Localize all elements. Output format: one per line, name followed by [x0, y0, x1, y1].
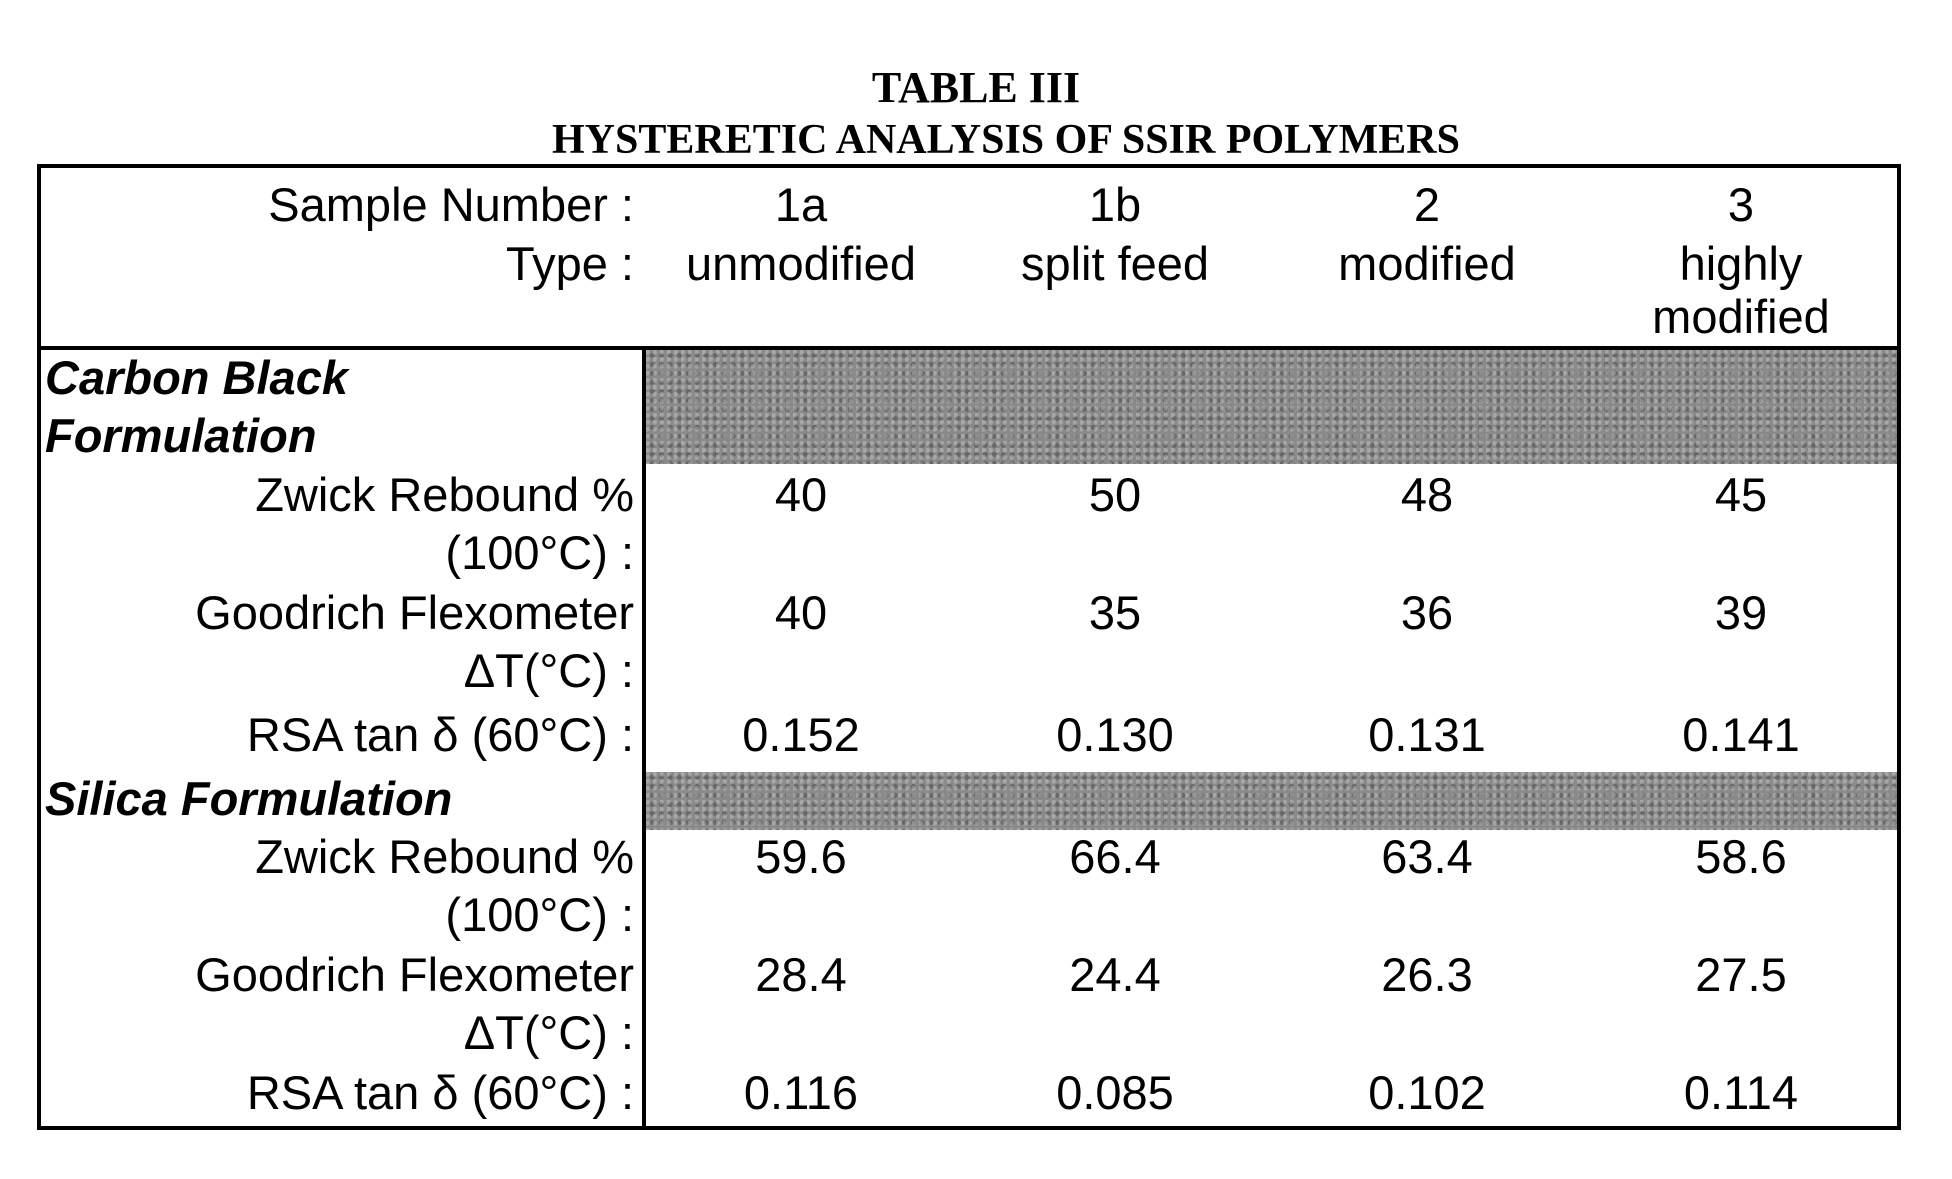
table-cell: 0.141 — [1586, 706, 1896, 764]
sample-number-2: 2 — [1272, 176, 1582, 234]
table-cell: 48 — [1272, 466, 1582, 524]
table-cell: 40 — [646, 466, 956, 524]
table-cell: 63.4 — [1272, 828, 1582, 886]
row-label: Goodrich Flexometer — [41, 584, 634, 642]
row-label: RSA tan δ (60°C) : — [41, 706, 634, 764]
table-cell: 26.3 — [1272, 946, 1582, 1004]
sample-type-1b: split feed — [960, 235, 1270, 293]
sample-number-1b: 1b — [960, 176, 1270, 234]
table-cell: 58.6 — [1586, 828, 1896, 886]
sample-type-3: highly — [1586, 235, 1896, 293]
silica-shaded-band — [646, 772, 1897, 830]
table-cell: 0.114 — [1586, 1064, 1896, 1122]
table-cell: 0.131 — [1272, 706, 1582, 764]
table-title-block: TABLE III HYSTERETIC ANALYSIS OF SSIR PO… — [0, 62, 1952, 166]
row-label: Zwick Rebound % — [41, 828, 634, 886]
row-label: Goodrich Flexometer — [41, 946, 634, 1004]
table-cell: 59.6 — [646, 828, 956, 886]
row-label-cont: ΔT(°C) : — [41, 642, 634, 700]
row-label-cont: (100°C) : — [41, 886, 634, 944]
silica-heading: Silica Formulation — [45, 770, 452, 828]
hysteretic-analysis-table: Sample Number : Type : 1a unmodified 1b … — [37, 164, 1901, 1130]
table-cell: 39 — [1586, 584, 1896, 642]
sample-number-1a: 1a — [646, 176, 956, 234]
carbon-black-heading-line2: Formulation — [45, 407, 317, 465]
table-cell: 0.130 — [960, 706, 1270, 764]
table-cell: 35 — [960, 584, 1270, 642]
sample-number-label: Sample Number : — [41, 176, 634, 234]
table-title: TABLE III — [0, 62, 1952, 114]
carbon-black-shaded-band — [646, 350, 1897, 464]
type-label: Type : — [41, 235, 634, 293]
table-cell: 40 — [646, 584, 956, 642]
table-cell: 0.152 — [646, 706, 956, 764]
carbon-black-heading-line1: Carbon Black — [45, 349, 348, 407]
sample-number-3: 3 — [1586, 176, 1896, 234]
table-cell: 66.4 — [960, 828, 1270, 886]
table-cell: 50 — [960, 466, 1270, 524]
table-cell: 0.102 — [1272, 1064, 1582, 1122]
table-cell: 0.085 — [960, 1064, 1270, 1122]
sample-type-3-line2: modified — [1586, 288, 1896, 346]
table-cell: 28.4 — [646, 946, 956, 1004]
table-cell: 27.5 — [1586, 946, 1896, 1004]
table-cell: 45 — [1586, 466, 1896, 524]
row-label-cont: (100°C) : — [41, 524, 634, 582]
row-label-cont: ΔT(°C) : — [41, 1004, 634, 1062]
table-cell: 36 — [1272, 584, 1582, 642]
row-label: RSA tan δ (60°C) : — [41, 1064, 634, 1122]
table-cell: 0.116 — [646, 1064, 956, 1122]
table-cell: 24.4 — [960, 946, 1270, 1004]
row-label: Zwick Rebound % — [41, 466, 634, 524]
table-subtitle: HYSTERETIC ANALYSIS OF SSIR POLYMERS — [60, 114, 1952, 166]
sample-type-2: modified — [1272, 235, 1582, 293]
sample-type-1a: unmodified — [646, 235, 956, 293]
